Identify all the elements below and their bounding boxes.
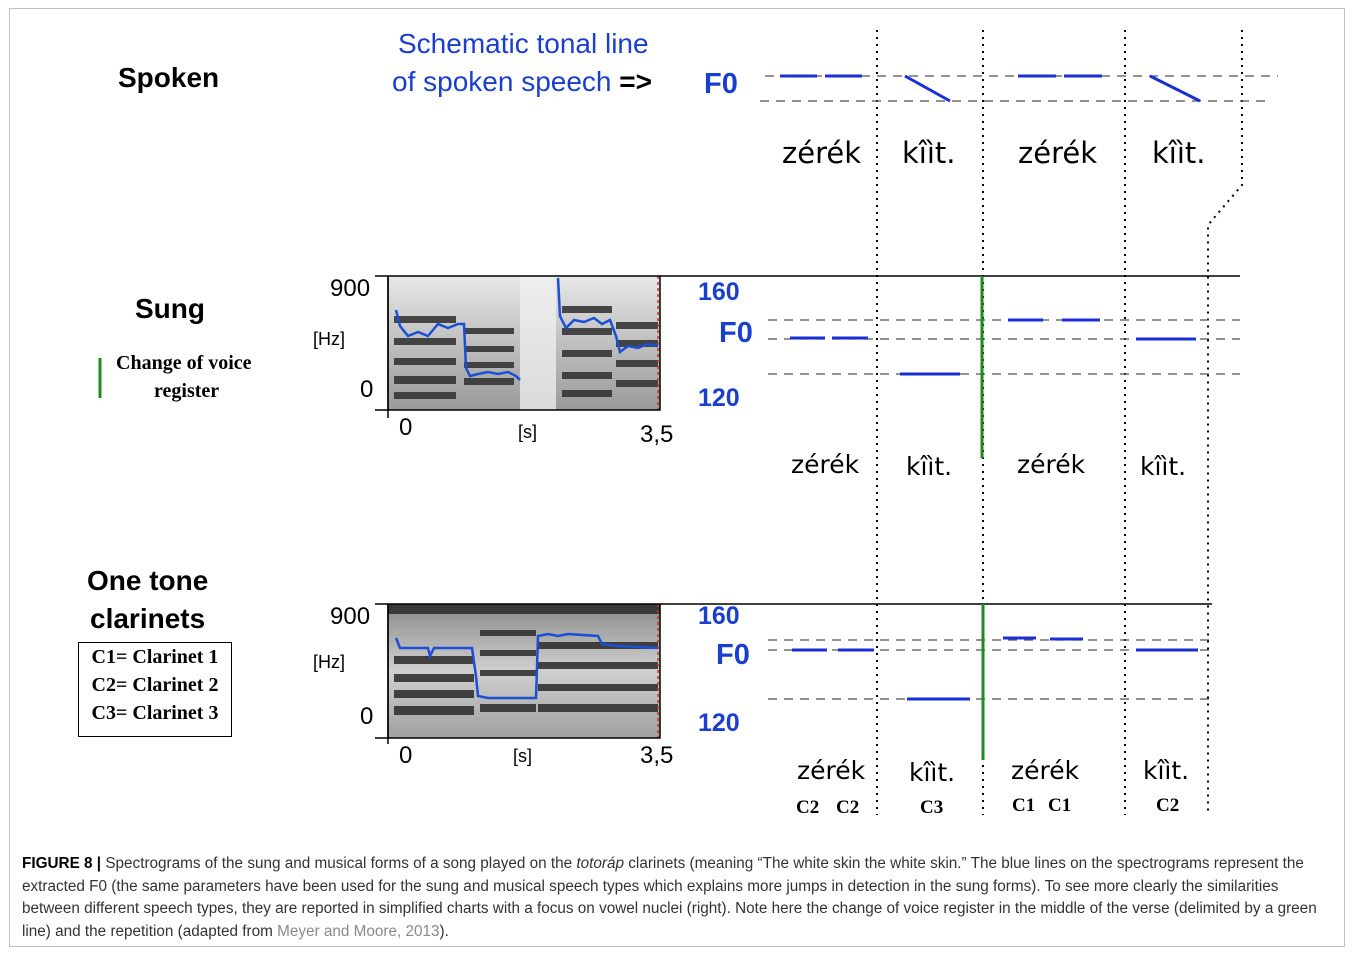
sung-spectrogram-graphic	[388, 276, 660, 410]
sung-spectrogram	[388, 276, 660, 410]
figure-frame	[9, 8, 1345, 947]
f0-label-sung: F0	[719, 317, 753, 349]
clarinet-tag: C2	[796, 797, 820, 818]
clarinet-legend-item: C2= Clarinet 2	[91, 674, 219, 696]
syllable-kiit-sung-2: kîìt.	[1140, 452, 1187, 481]
figure-caption: FIGURE 8 | Spectrograms of the sung and …	[22, 853, 1332, 943]
syllable-kiit-sung-1: kîìt.	[906, 452, 953, 481]
clar-xmin: 0	[399, 742, 413, 769]
spoken-tone-lines	[780, 74, 1201, 103]
clarinet-tag: C3	[920, 797, 944, 818]
clarinet-spectrogram-frame	[387, 603, 661, 739]
clar-yunit: [Hz]	[313, 652, 346, 672]
clarinet-spectrogram-graphic	[388, 604, 660, 738]
schematic-line2: of spoken speech =>	[392, 66, 652, 98]
schematic-line1: Schematic tonal line	[398, 28, 649, 59]
sung-tone-lines	[790, 318, 1196, 376]
clarinet-tag: C2	[1156, 795, 1180, 816]
clarinet-tag: C1	[1012, 795, 1036, 816]
sung-reference-lines	[768, 319, 1240, 375]
clar-scale-top: 160	[698, 602, 740, 630]
syllable-kiit-clar-1: kîìt.	[909, 758, 956, 787]
syllable-kiit-spoken-2: kîìt.	[1152, 136, 1206, 170]
sung-xmin: 0	[399, 414, 413, 441]
sung-spectrogram-frame	[387, 275, 661, 411]
clar-scale-bottom: 120	[698, 709, 740, 737]
caption-reference-link[interactable]: Meyer and Moore, 2013	[277, 922, 440, 940]
clar-ymax: 900	[330, 603, 371, 630]
register-legend-line1: Change of voice	[116, 352, 252, 374]
clarinet-tag: C2	[836, 797, 860, 818]
clarinets-title-line2: clarinets	[90, 603, 206, 634]
syllable-kiit-spoken-1: kîìt.	[902, 136, 956, 170]
clarinet-legend-item: C3= Clarinet 3	[91, 702, 219, 724]
sung-xmax: 3,5	[640, 421, 674, 448]
sung-ymax: 900	[330, 275, 371, 302]
spoken-title: Spoken	[118, 62, 220, 93]
sung-ymin: 0	[360, 376, 374, 403]
caption-text-1: Spectrograms of the sung and musical for…	[101, 855, 577, 872]
sung-scale-bottom: 120	[698, 384, 740, 412]
syllable-separators	[876, 30, 1243, 815]
schematic-line2-text: of spoken speech	[392, 66, 620, 97]
clarinet-legend: C1= Clarinet 1 C2= Clarinet 2 C3= Clarin…	[78, 642, 232, 737]
clarinets-title-line1: One tone	[87, 565, 209, 596]
clar-xmax: 3,5	[640, 742, 674, 769]
clar-ymin: 0	[360, 703, 374, 730]
syllable-zerek-spoken-2: zérék	[1018, 136, 1097, 170]
syllable-zerek-sung-1: zérék	[791, 450, 860, 479]
clar-xunit: [s]	[513, 746, 533, 766]
caption-label: FIGURE 8 |	[22, 855, 102, 872]
sung-yunit: [Hz]	[313, 329, 346, 349]
spoken-reference-lines	[760, 75, 1278, 102]
sung-xunit: [s]	[518, 422, 538, 442]
sung-title: Sung	[135, 293, 205, 324]
caption-italic: totoráp	[576, 855, 625, 872]
clarinet-spectrogram	[388, 604, 660, 738]
f0-label-clar: F0	[716, 639, 750, 671]
register-legend-line2: register	[154, 380, 220, 402]
clarinet-tag: C1	[1048, 795, 1072, 816]
caption-text-2: clarinets (meaning “The white skin the w…	[22, 855, 1317, 940]
syllable-zerek-clar-2: zérék	[1011, 756, 1080, 785]
syllable-kiit-clar-2: kîìt.	[1143, 756, 1190, 785]
sung-scale-top: 160	[698, 278, 740, 306]
syllable-zerek-sung-2: zérék	[1017, 450, 1086, 479]
caption-text-3: ).	[439, 922, 449, 940]
syllable-zerek-clar-1: zérék	[797, 756, 866, 785]
clar-tone-lines	[792, 636, 1198, 701]
f0-label-spoken: F0	[704, 68, 738, 100]
clarinet-legend-item: C1= Clarinet 1	[91, 646, 219, 668]
schematic-arrow: =>	[619, 66, 652, 97]
syllable-zerek-spoken-1: zérék	[782, 136, 861, 170]
